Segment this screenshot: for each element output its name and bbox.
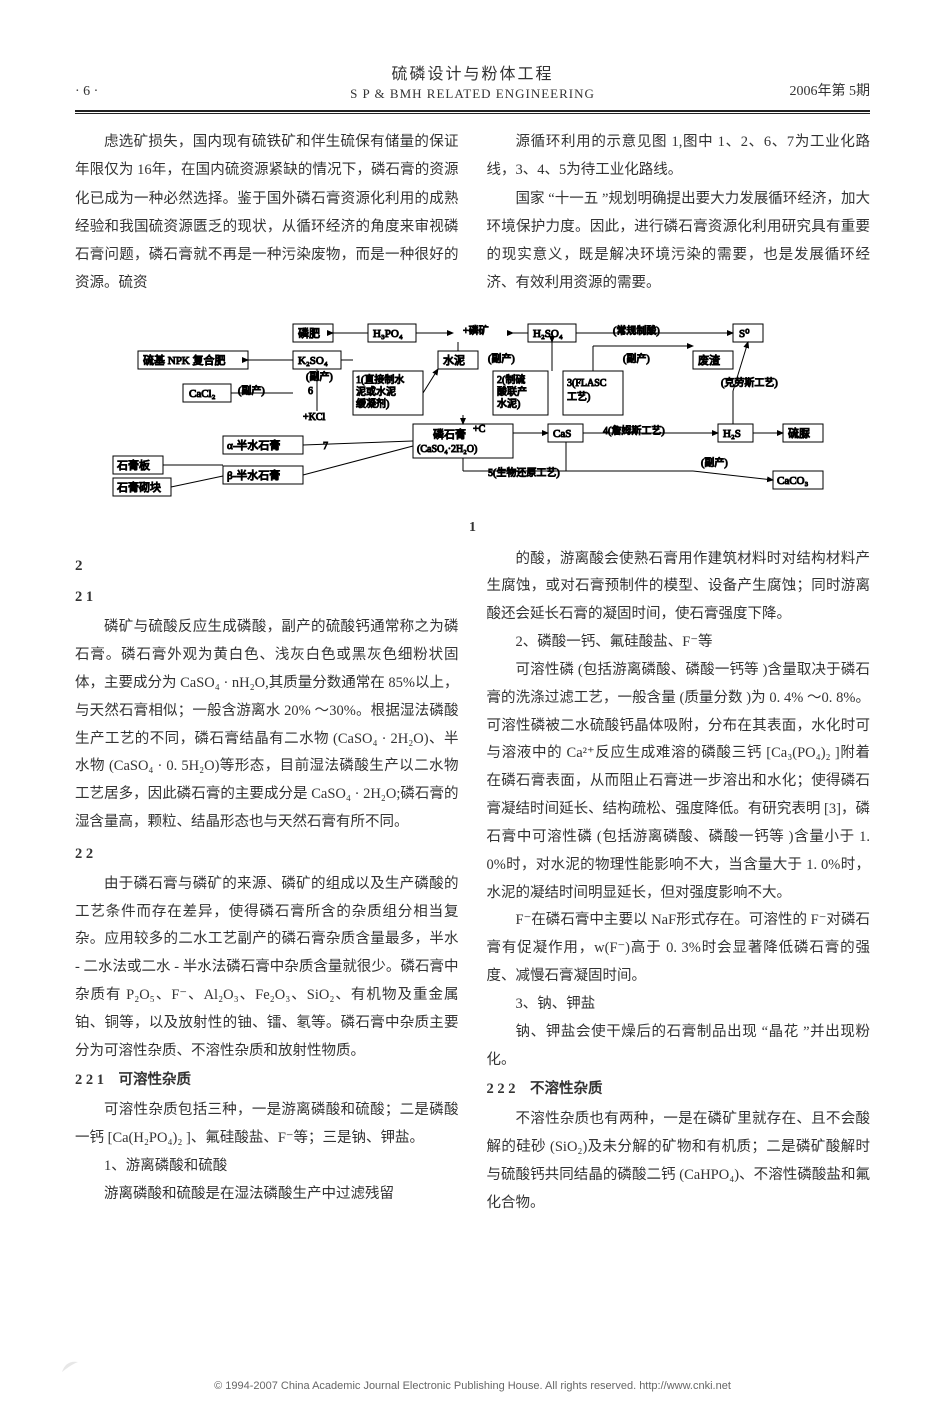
node-block: 石膏砌块 (117, 480, 161, 494)
lbl-seven: 7 (323, 441, 328, 452)
node-cas: CaS (553, 428, 571, 440)
lbl-fuchan0: (副产) (306, 370, 333, 383)
node-board: 石膏板 (117, 458, 150, 472)
lbl-kcl: +KCl (303, 412, 326, 423)
node-alpha: α-半水石膏 (227, 438, 280, 452)
lbl-changui: (常规制酸) (613, 324, 660, 337)
lbl-plusc: +C (473, 424, 486, 435)
body-text: 2 2 1 磷矿与硫酸反应生成磷酸，副产的硫酸钙通常称之为磷石膏。磷石膏外观为黄… (75, 546, 870, 1218)
lbl-fuchan2: (副产) (623, 352, 650, 365)
item-2b-text: F⁻在磷石膏中主要以 NaF形式存在。可溶性的 F⁻对磷石膏有促凝作用，w(F⁻… (487, 907, 871, 990)
flowchart-svg: 磷肥 H₃PO₄ +磷矿 H₂SO₄ (常规制酸) S⁰ 硫基 NPK 复合肥 … (93, 316, 853, 516)
node-proc3a: 3(FLASC (567, 378, 607, 389)
node-cacl2: CaCl₂ (189, 388, 216, 400)
node-phos-ore: +磷矿 (463, 324, 489, 337)
node-slag: 废渣 (698, 353, 720, 367)
intro-right-p2: 国家 “十一五 ”规划明确提出要大力发展循环经济，加大环境保护力度。因此，进行磷… (487, 185, 871, 298)
figure-caption: 1 (75, 520, 870, 536)
node-phos-fert: 磷肥 (298, 327, 320, 340)
node-proc2c: 水泥) (497, 397, 520, 410)
node-proc1a: 1(直接制水 (356, 373, 404, 386)
node-pg2: (CaSO₄·2H₂O) (417, 444, 477, 455)
lbl-fuchan4: (副产) (701, 456, 728, 469)
node-proc5: 5(生物还原工艺) (488, 466, 560, 479)
item-3-text: 钠、钾盐会使干燥后的石膏制品出现 “晶花 ”并出现粉化。 (487, 1019, 871, 1075)
heading-2: 2 (75, 552, 459, 581)
p-2-2-2: 不溶性杂质也有两种，一是在磷矿里就存在、且不会酸解的硅砂 (SiO₂)及未分解的… (487, 1106, 871, 1217)
node-proc1c: 缓凝剂) (356, 397, 389, 410)
node-pg1: 磷石膏 (433, 427, 466, 441)
node-proc3b: 工艺) (567, 391, 590, 403)
header-rule (75, 110, 870, 114)
journal-title-cn: 硫磷设计与粉体工程 (75, 60, 870, 84)
node-proc1b: 泥或水泥 (356, 385, 396, 398)
item-2-text: 可溶性磷 (包括游离磷酸、磷酸一钙等 )含量取决于磷石膏的洗涤过滤工艺，一般含量… (487, 657, 871, 907)
node-sulfur-urea: 硫脲 (788, 426, 810, 440)
page-header: · 6 · 硫磷设计与粉体工程 S P & BMH RELATED ENGINE… (75, 60, 870, 102)
node-cement: 水泥 (443, 354, 465, 367)
heading-2-1: 2 1 (75, 584, 459, 612)
cnki-logo-icon (60, 1358, 80, 1374)
figure-1: 磷肥 H₃PO₄ +磷矿 H₂SO₄ (常规制酸) S⁰ 硫基 NPK 复合肥 … (75, 316, 870, 536)
node-beta: β-半水石膏 (227, 468, 280, 482)
right-top-continuation: 的酸，游离酸会使熟石膏用作建筑材料时对结构材料产生腐蚀，或对石膏预制件的模型、设… (487, 546, 871, 629)
intro-right-p1: 源循环利用的示意见图 1,图中 1、2、6、7为工业化路线，3、4、5为待工业化… (487, 128, 871, 185)
heading-2-2-2: 2 2 2 不溶性杂质 (487, 1076, 871, 1104)
intro-col-left: 虑选矿损失，国内现有硫铁矿和伴生硫保有储量的保证年限仅为 16年，在国内硫资源紧… (75, 128, 459, 298)
p-2-2: 由于磷石膏与磷矿的来源、磷矿的组成以及生产磷酸的工艺条件而存在差异，使得磷石膏所… (75, 871, 459, 1066)
issue-label: 2006年第 5期 (790, 80, 871, 100)
intro-col-right: 源循环利用的示意见图 1,图中 1、2、6、7为工业化路线，3、4、5为待工业化… (487, 128, 871, 298)
item-2-title: 2、磷酸一钙、氟硅酸盐、F⁻等 (487, 629, 871, 657)
intro-left-p: 虑选矿损失，国内现有硫铁矿和伴生硫保有储量的保证年限仅为 16年，在国内硫资源紧… (75, 128, 459, 298)
lbl-fuchan1: (副产) (488, 352, 515, 365)
node-snpk: 硫基 NPK 复合肥 (143, 353, 226, 367)
node-s0: S⁰ (739, 328, 750, 340)
lbl-fuchan3: (副产) (238, 384, 265, 397)
node-k2so4: K₂SO₄ (298, 355, 328, 367)
page-number: · 6 · (75, 84, 98, 100)
copyright-footer: © 1994-2007 China Academic Journal Elect… (0, 1380, 945, 1392)
node-proc2b: 酸联产 (497, 385, 527, 398)
item-3-title: 3、钠、钾盐 (487, 991, 871, 1019)
node-proc4: 4(詹姆斯工艺) (603, 424, 665, 437)
node-h3po4: H₃PO₄ (373, 328, 403, 340)
lbl-klaus: (克劳斯工艺) (721, 376, 778, 389)
item-1-text: 游离磷酸和硫酸是在湿法磷酸生产中过滤残留 (75, 1181, 459, 1209)
node-h2so4: H₂SO₄ (533, 328, 563, 340)
p-2-2-1: 可溶性杂质包括三种，一是游离磷酸和硫酸；二是磷酸一钙 [Ca(H₂PO₄)₂ ]… (75, 1097, 459, 1153)
item-1-title: 1、游离磷酸和硫酸 (75, 1153, 459, 1181)
node-h2s: H₂S (723, 428, 741, 440)
heading-2-2: 2 2 (75, 841, 459, 869)
journal-title-en: S P & BMH RELATED ENGINEERING (75, 86, 870, 102)
node-proc2a: 2(制硫 (497, 373, 525, 386)
lbl-six: 6 (308, 386, 313, 397)
p-2-1: 磷矿与硫酸反应生成磷酸，副产的硫酸钙通常称之为磷石膏。磷石膏外观为黄白色、浅灰白… (75, 614, 459, 837)
node-caco3: CaCO₃ (777, 475, 809, 487)
intro-columns: 虑选矿损失，国内现有硫铁矿和伴生硫保有储量的保证年限仅为 16年，在国内硫资源紧… (75, 128, 870, 298)
heading-2-2-1: 2 2 1 可溶性杂质 (75, 1067, 459, 1095)
